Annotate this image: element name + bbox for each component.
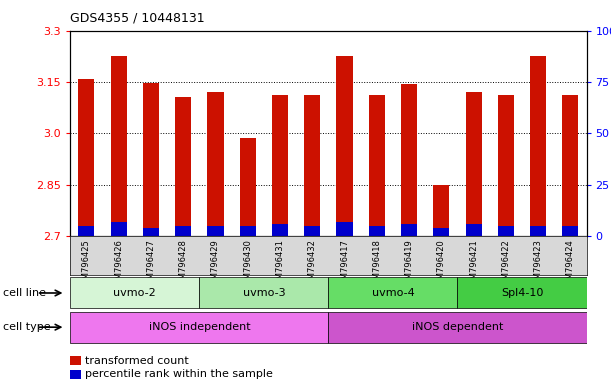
Bar (240, 226, 256, 236)
Bar (304, 95, 320, 236)
Text: cell type: cell type (3, 322, 51, 332)
Bar (498, 95, 514, 236)
Text: GSM796417: GSM796417 (340, 239, 349, 290)
Bar (175, 97, 191, 236)
Bar (143, 83, 159, 236)
Bar (369, 226, 385, 236)
Bar (207, 92, 224, 236)
Text: GSM796425: GSM796425 (82, 239, 91, 290)
Text: GSM796428: GSM796428 (178, 239, 188, 290)
Bar (337, 56, 353, 236)
Bar (458, 277, 587, 308)
Bar (240, 137, 256, 236)
Text: GSM796420: GSM796420 (437, 239, 446, 290)
Text: iNOS independent: iNOS independent (148, 322, 250, 333)
Bar (70, 277, 199, 308)
Text: GSM796426: GSM796426 (114, 239, 123, 290)
Bar (433, 185, 450, 236)
Bar (562, 95, 579, 236)
Bar (466, 224, 481, 236)
Bar (498, 226, 514, 236)
Bar (401, 224, 417, 236)
Text: GSM796427: GSM796427 (147, 239, 155, 290)
Text: uvmo-2: uvmo-2 (114, 288, 156, 298)
Bar (337, 222, 353, 236)
Bar (466, 92, 481, 236)
Text: GSM796432: GSM796432 (308, 239, 316, 290)
Bar (78, 226, 95, 236)
Bar (433, 228, 450, 236)
Text: GSM796430: GSM796430 (243, 239, 252, 290)
Bar (207, 226, 224, 236)
Bar (111, 56, 126, 236)
Text: cell line: cell line (3, 288, 46, 298)
Text: GDS4355 / 10448131: GDS4355 / 10448131 (70, 12, 205, 25)
Text: transformed count: transformed count (85, 356, 189, 366)
Text: GSM796429: GSM796429 (211, 239, 220, 290)
Bar (272, 95, 288, 236)
Bar (530, 226, 546, 236)
Bar (401, 84, 417, 236)
Text: GSM796424: GSM796424 (566, 239, 575, 290)
Bar (199, 277, 329, 308)
Text: iNOS dependent: iNOS dependent (412, 322, 503, 333)
Text: uvmo-3: uvmo-3 (243, 288, 285, 298)
Bar (272, 224, 288, 236)
Text: GSM796422: GSM796422 (502, 239, 510, 290)
Text: GSM796421: GSM796421 (469, 239, 478, 290)
Bar (329, 277, 458, 308)
Text: GSM796419: GSM796419 (404, 239, 414, 290)
Bar (369, 95, 385, 236)
Text: GSM796418: GSM796418 (372, 239, 381, 290)
Text: percentile rank within the sample: percentile rank within the sample (85, 369, 273, 379)
Bar (143, 228, 159, 236)
Bar (562, 226, 579, 236)
Bar (175, 226, 191, 236)
Bar (530, 56, 546, 236)
Text: GSM796423: GSM796423 (533, 239, 543, 290)
Bar (78, 79, 95, 236)
Bar (329, 312, 587, 343)
Text: uvmo-4: uvmo-4 (371, 288, 414, 298)
Bar (111, 222, 126, 236)
Bar (304, 226, 320, 236)
Bar (70, 312, 329, 343)
Text: Spl4-10: Spl4-10 (501, 288, 543, 298)
Text: GSM796431: GSM796431 (276, 239, 285, 290)
